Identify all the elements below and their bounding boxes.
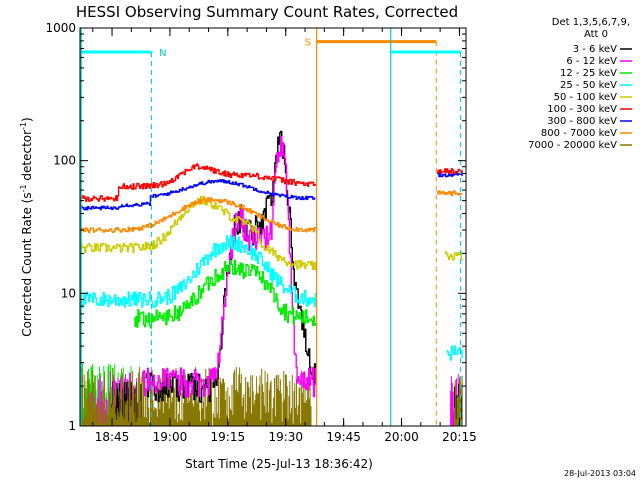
legend-label-2: 12 - 25 keV	[560, 68, 617, 79]
legend-label-1: 6 - 12 keV	[566, 56, 617, 67]
annotation-layer: NS	[80, 28, 462, 426]
legend-label-4: 50 - 100 keV	[554, 92, 618, 103]
series-800-7000-kev-line	[80, 190, 463, 234]
x-tick-label-5: 20:00	[384, 430, 419, 444]
y-axis-label-part-2: detector	[20, 130, 34, 185]
x-tick-label-3: 19:30	[268, 430, 303, 444]
y-tick-label-2: 100	[53, 154, 76, 168]
legend-label-3: 25 - 50 keV	[560, 80, 617, 91]
series-7000-20000-kev-low-counts	[79, 366, 463, 426]
y-tick-label-3: 1000	[45, 21, 76, 35]
y-axis-label-part-3: )	[20, 117, 34, 122]
x-tick-label-4: 19:45	[326, 430, 361, 444]
legend-label-5: 100 - 300 keV	[547, 104, 617, 115]
series-layer	[79, 130, 463, 426]
legend-label-0: 3 - 6 keV	[573, 44, 617, 55]
x-axis-label: Start Time (25-Jul-13 18:36:42)	[185, 457, 373, 471]
saa-label: S	[305, 38, 311, 49]
y-tick-label-0: 1	[68, 419, 76, 433]
x-tick-label-2: 19:15	[211, 430, 246, 444]
series-25-50-kev-line	[80, 234, 463, 361]
chart-title: HESSI Observing Summary Count Rates, Cor…	[76, 3, 458, 21]
series-50-100-kev-line	[80, 195, 463, 271]
y-axis-label-part-1: Corrected Count Rate (s	[20, 192, 34, 336]
date-stamp: 28-Jul-2013 03:04	[564, 469, 636, 478]
plot-frame	[79, 27, 467, 427]
legend-header-line-1: Det 1,3,5,6,7,9,	[552, 17, 630, 28]
legend-label-6: 300 - 800 keV	[547, 116, 617, 127]
series-300-800-kev-line	[80, 172, 463, 211]
legend-label-8: 7000 - 20000 keV	[528, 140, 617, 151]
y-tick-label-1: 10	[61, 286, 76, 300]
x-tick-label-6: 20:15	[442, 430, 477, 444]
legend-label-7: 800 - 7000 keV	[541, 128, 617, 139]
series-100-300-kev-line	[80, 163, 463, 202]
y-axis-label-exp-2: -1	[19, 122, 28, 130]
y-axis-label-exp-1: -1	[19, 184, 28, 192]
series-12-25-kev-line	[134, 259, 317, 329]
y-axis-label: Corrected Count Rate (s-1 detector-1)	[19, 117, 34, 336]
night-label: N	[159, 48, 166, 59]
x-tick-label-1: 19:00	[153, 430, 188, 444]
x-tick-label-0: 18:45	[95, 430, 130, 444]
legend-header-line-2: Att 0	[584, 29, 608, 40]
axis-layer: 18:45 19:00 19:15 19:30 19:45 20:00 20:15 1 10 10…	[45, 21, 476, 444]
